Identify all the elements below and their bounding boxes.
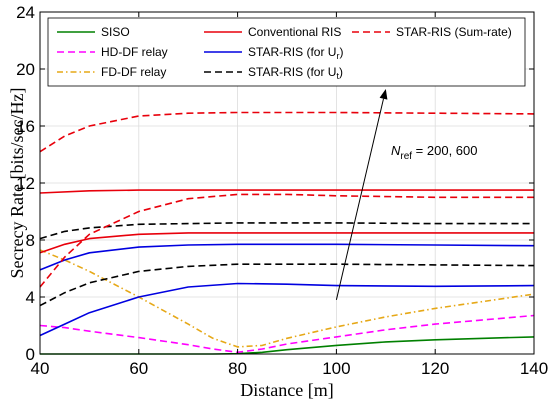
legend-label-subscript: t <box>336 71 339 81</box>
axes <box>39 11 535 355</box>
series-line <box>39 314 535 354</box>
annotation-label-rest: = 200, 600 <box>412 143 477 158</box>
series-lines <box>39 111 535 355</box>
x-tick-label: 120 <box>421 359 449 378</box>
legend-label: FD-DF relay <box>101 65 166 79</box>
series-line <box>39 189 534 194</box>
annotation-label-sub: ref <box>400 151 412 162</box>
legend-label-text: STAR-RIS (Sum-rate) <box>396 25 512 39</box>
y-tick-label: 12 <box>16 174 35 193</box>
y-tick-label: 8 <box>26 231 35 250</box>
series-line <box>39 232 534 254</box>
annotation: Nref = 200, 600 <box>335 88 477 300</box>
legend-label: SISO <box>101 25 130 39</box>
series-line <box>39 263 535 307</box>
series-line <box>39 193 534 288</box>
y-tick-label: 24 <box>16 3 35 22</box>
x-tick-label: 40 <box>31 359 50 378</box>
legend-label-text: HD-DF relay <box>101 45 168 59</box>
x-tick-labels: 40 60 80 100 120 140 <box>31 359 549 378</box>
legend-label: Conventional RIS <box>248 25 341 39</box>
y-axis-label: Secrecy Rate [bits/sec/Hz] <box>7 88 27 279</box>
legend-label: STAR-RIS (for Ut) <box>248 65 343 81</box>
legend-label-text: Conventional RIS <box>248 25 341 39</box>
annotation-arrowhead <box>379 88 388 100</box>
legend-label: STAR-RIS (Sum-rate) <box>396 25 512 39</box>
series-line <box>39 222 534 240</box>
annotation-label-main: N <box>391 143 401 158</box>
legend-box <box>47 17 526 87</box>
legend-label-text: STAR-RIS (for U <box>248 65 336 79</box>
x-tick-label: 140 <box>520 359 548 378</box>
annotation-label: Nref = 200, 600 <box>391 143 477 162</box>
legend-label-tail: ) <box>339 65 343 79</box>
y-tick-label: 16 <box>16 117 35 136</box>
y-tick-label: 0 <box>26 345 35 364</box>
x-tick-label: 60 <box>129 359 148 378</box>
x-tick-label: 100 <box>322 359 350 378</box>
legend-label-tail: ) <box>339 45 343 59</box>
legend-label: STAR-RIS (for Ur) <box>248 45 343 61</box>
x-axis-label: Distance [m] <box>240 380 333 400</box>
legend: SISO Conventional RIS STAR-RIS (Sum-rate) H… <box>47 17 526 87</box>
legend-label-text: FD-DF relay <box>101 65 166 79</box>
x-tick-label: 80 <box>228 359 247 378</box>
series-line <box>39 243 535 271</box>
series-line <box>39 111 535 153</box>
legend-label-text: STAR-RIS (for U <box>248 45 336 59</box>
series-line <box>39 282 535 337</box>
legend-label-subscript: r <box>336 51 339 61</box>
legend-label: HD-DF relay <box>101 45 168 59</box>
legend-label-text: SISO <box>101 25 130 39</box>
y-tick-label: 4 <box>26 288 35 307</box>
annotation-arrow <box>335 98 385 300</box>
y-tick-label: 20 <box>16 60 35 79</box>
y-tick-labels: 0 4 8 12 16 20 24 <box>16 3 35 364</box>
series-line <box>39 249 535 348</box>
